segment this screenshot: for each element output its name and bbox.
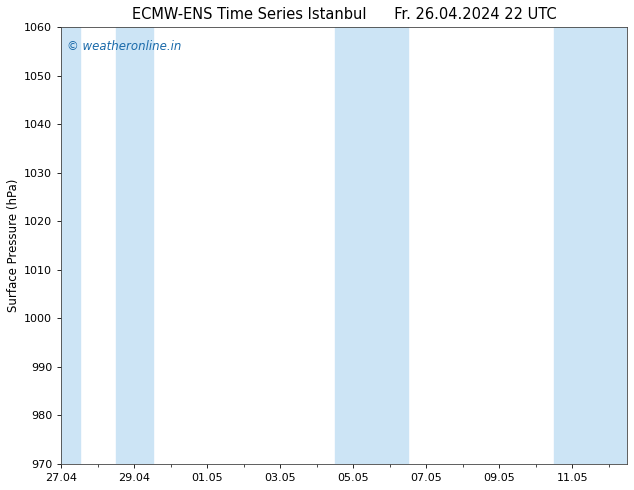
Title: ECMW-ENS Time Series Istanbul      Fr. 26.04.2024 22 UTC: ECMW-ENS Time Series Istanbul Fr. 26.04.… xyxy=(132,7,557,22)
Bar xyxy=(116,27,153,464)
Bar xyxy=(335,27,408,464)
Y-axis label: Surface Pressure (hPa): Surface Pressure (hPa) xyxy=(7,179,20,312)
Text: © weatheronline.in: © weatheronline.in xyxy=(67,40,181,53)
Bar xyxy=(554,27,627,464)
Bar xyxy=(61,27,79,464)
